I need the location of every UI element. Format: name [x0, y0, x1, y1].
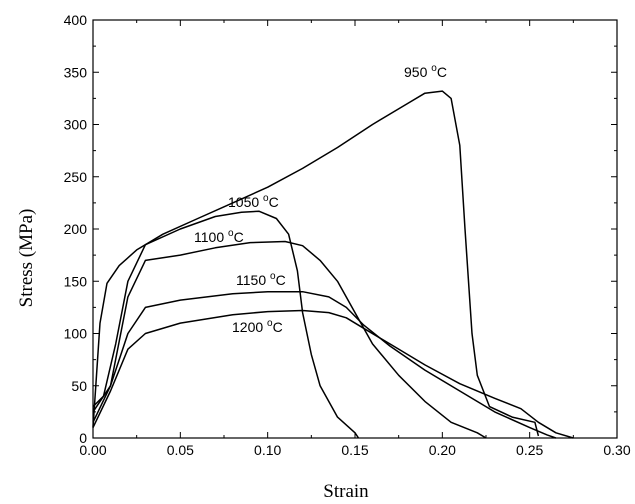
series-label-4: 1200 oC: [232, 318, 283, 335]
y-tick-label: 200: [64, 221, 88, 237]
x-tick-label: 0.20: [429, 442, 456, 458]
y-tick-label: 400: [64, 12, 88, 28]
y-tick-label: 50: [71, 378, 87, 394]
series-curves: [92, 90, 574, 439]
x-axis-title: Strain: [323, 481, 369, 502]
series-curve-4: [92, 309, 574, 439]
x-axis-ticks: 0.00 0.05 0.10 0.15 0.20 0.25 0.30: [79, 20, 631, 458]
series-label-1: 1050 oC: [228, 193, 279, 210]
series-curve-0: [92, 90, 540, 437]
x-tick-label: 0.25: [516, 442, 543, 458]
plot-frame: [92, 19, 618, 439]
y-tick-label: 350: [64, 64, 88, 80]
series-curve-1: [92, 210, 360, 439]
y-tick-label: 250: [64, 169, 88, 185]
y-axis-ticks: 0 50 100 150 200 250 300 350 400: [64, 12, 617, 446]
series-label-2: 1100 oC: [194, 228, 244, 245]
x-tick-label: 0.10: [254, 442, 281, 458]
y-axis-title: Stress (MPa): [16, 209, 37, 308]
x-tick-label: 0.15: [341, 442, 368, 458]
y-tick-label: 300: [64, 117, 88, 133]
x-tick-label: 0.00: [79, 442, 106, 458]
series-labels: 950 oC 1050 oC 1100 oC 1150 oC 1200 oC: [194, 63, 447, 335]
series-label-3: 1150 oC: [236, 271, 286, 288]
plot-border: [92, 19, 618, 439]
x-tick-label: 0.30: [603, 442, 630, 458]
y-tick-label: 0: [79, 430, 87, 446]
y-tick-label: 150: [64, 273, 88, 289]
series-label-0: 950 oC: [404, 63, 447, 80]
series-curve-3: [92, 290, 557, 439]
series-curve-2: [92, 240, 487, 439]
x-tick-label: 0.05: [167, 442, 194, 458]
y-tick-label: 100: [64, 326, 88, 342]
